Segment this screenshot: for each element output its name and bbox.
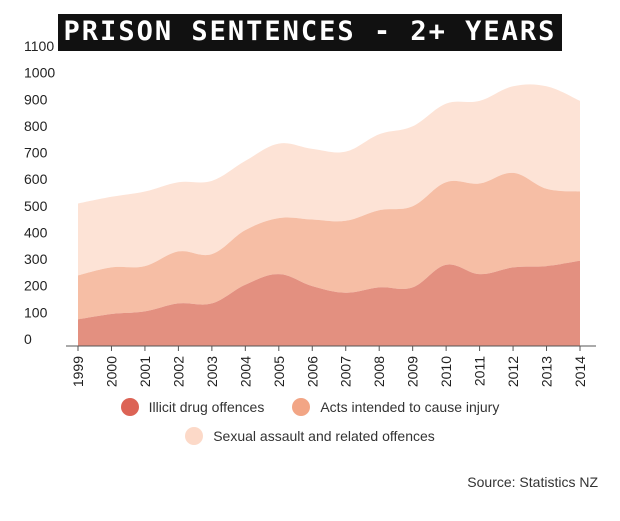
y-tick-label: 500 <box>24 198 48 214</box>
legend-item-illicit-drug: Illicit drug offences <box>120 398 265 416</box>
y-tick-label: 800 <box>24 118 48 134</box>
x-tick-label: 2010 <box>438 356 454 387</box>
x-tick-label: 1999 <box>70 356 86 387</box>
x-tick-label: 2002 <box>170 356 186 387</box>
x-tick-label: 2000 <box>103 356 119 387</box>
x-tick-label: 2003 <box>204 356 220 387</box>
legend-swatch-sexual-assault <box>185 427 204 445</box>
x-tick-label: 2012 <box>505 356 521 387</box>
legend-row-2: Sexual assault and related offences <box>0 423 620 449</box>
legend-label-illicit-drug: Illicit drug offences <box>148 399 265 415</box>
legend-swatch-illicit-drug <box>120 398 139 416</box>
legend-item-sexual-assault: Sexual assault and related offences <box>185 427 435 445</box>
x-axis-ticks: 1999 2000 2001 2002 2003 2004 2005 2006 2007 2008… <box>70 346 588 387</box>
x-tick-label: 2007 <box>338 356 354 387</box>
area-acts-intended-to-cause-injury <box>78 172 580 320</box>
y-tick-label: 400 <box>24 224 48 240</box>
y-tick-label: 700 <box>24 145 48 161</box>
area-illicit-drug-offences <box>78 260 580 346</box>
legend-row-1: Illicit drug offences Acts intended to c… <box>0 394 620 420</box>
x-tick-label: 2006 <box>304 356 320 387</box>
y-tick-label: 200 <box>24 278 48 294</box>
y-tick-label: 900 <box>24 91 48 107</box>
x-tick-label: 2005 <box>271 356 287 387</box>
legend-item-acts-injury: Acts intended to cause injury <box>292 398 499 416</box>
x-tick-label: 2004 <box>237 356 253 387</box>
x-tick-label: 2013 <box>539 356 555 387</box>
area-layers <box>78 84 580 346</box>
y-tick-label: 100 <box>24 304 48 320</box>
y-tick-label: 300 <box>24 251 48 267</box>
y-axis-ticks: 0 100 200 300 400 500 600 700 800 900 1000 1100 <box>24 38 55 347</box>
chart-title: Prison sentences - 2+ years <box>57 14 563 51</box>
source-note: Source: Statistics NZ <box>467 474 598 490</box>
y-tick-label: 600 <box>24 171 48 187</box>
legend-label-acts-injury: Acts intended to cause injury <box>320 399 500 415</box>
x-tick-label: 2008 <box>371 356 387 387</box>
chart-title-container: Prison sentences - 2+ years <box>0 14 620 51</box>
x-tick-label: 2014 <box>572 356 588 387</box>
y-tick-label: 0 <box>24 331 32 347</box>
legend-label-sexual-assault: Sexual assault and related offences <box>213 428 435 444</box>
y-tick-label: 1100 <box>24 38 54 54</box>
x-tick-label: 2009 <box>405 356 421 387</box>
area-sexual-assault-offences <box>78 84 580 276</box>
legend: Illicit drug offences Acts intended to c… <box>0 394 620 449</box>
y-tick-label: 1000 <box>24 65 55 81</box>
x-tick-label: 2001 <box>137 356 153 387</box>
legend-swatch-acts-injury <box>292 398 311 416</box>
x-tick-label: 2011 <box>472 356 488 386</box>
